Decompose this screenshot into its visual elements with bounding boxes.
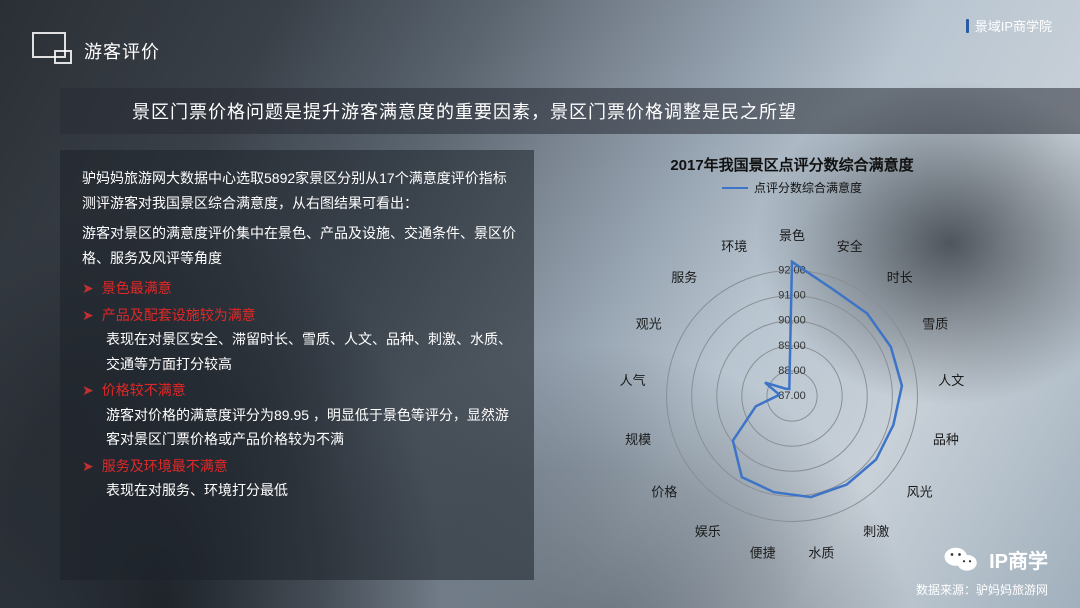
svg-text:服务: 服务: [671, 270, 697, 285]
svg-text:景色: 景色: [779, 228, 805, 243]
bullet-title: 景色最满意: [102, 276, 172, 301]
wechat-icon: [943, 544, 979, 574]
radar-chart: 92.0091.0090.0089.0088.0087.00景色安全时长雪质人文…: [577, 196, 1007, 576]
chart-legend: 点评分数综合满意度: [722, 179, 862, 196]
lead-text: 游客对景区的满意度评价集中在景色、产品及设施、交通条件、景区价格、服务及风评等角…: [82, 221, 516, 270]
chevron-icon: ➤: [82, 276, 94, 301]
section-title: 游客评价: [84, 38, 160, 64]
svg-text:时长: 时长: [887, 270, 913, 285]
legend-label: 点评分数综合满意度: [754, 179, 862, 196]
chart-title: 2017年我国景区点评分数综合满意度: [670, 154, 913, 175]
headline-text: 景区门票价格问题是提升游客满意度的重要因素，景区门票价格调整是民之所望: [132, 98, 797, 124]
bullet-point: ➤ 服务及环境最不满意: [82, 454, 516, 479]
svg-text:环境: 环境: [721, 239, 747, 254]
svg-text:雪质: 雪质: [922, 317, 948, 332]
bullet-subtext: 表现在对景区安全、滞留时长、雪质、人文、品种、刺激、水质、交通等方面打分较高: [82, 327, 516, 376]
svg-text:规模: 规模: [625, 432, 651, 447]
corner-decoration: [32, 32, 72, 72]
chevron-icon: ➤: [82, 454, 94, 479]
bullet-subtext: 表现在对服务、环境打分最低: [82, 478, 516, 503]
svg-text:人气: 人气: [620, 373, 646, 388]
data-source: 数据来源：驴妈妈旅游网: [916, 581, 1048, 598]
legend-line-icon: [722, 187, 748, 189]
svg-text:品种: 品种: [933, 432, 959, 447]
svg-text:刺激: 刺激: [863, 524, 889, 539]
chevron-icon: ➤: [82, 303, 94, 328]
svg-text:87.00: 87.00: [778, 390, 806, 402]
brand-bottom-right: IP商学: [943, 544, 1048, 574]
brand-top-right: 景域IP商学院: [966, 16, 1052, 35]
analysis-text-card: 驴妈妈旅游网大数据中心选取5892家景区分别从17个满意度评价指标测评游客对我国…: [60, 150, 534, 580]
svg-text:便捷: 便捷: [750, 545, 776, 560]
bullet-title: 产品及配套设施较为满意: [102, 303, 256, 328]
brand-top-right-text: 景域IP商学院: [975, 16, 1052, 35]
svg-text:安全: 安全: [837, 239, 863, 254]
svg-text:娱乐: 娱乐: [695, 524, 721, 539]
svg-text:88.00: 88.00: [778, 365, 806, 377]
chevron-icon: ➤: [82, 378, 94, 403]
intro-text: 驴妈妈旅游网大数据中心选取5892家景区分别从17个满意度评价指标测评游客对我国…: [82, 166, 516, 215]
svg-text:89.00: 89.00: [778, 340, 806, 352]
radar-chart-panel: 2017年我国景区点评分数综合满意度 点评分数综合满意度 92.0091.009…: [534, 150, 1050, 580]
bullet-point: ➤ 景色最满意: [82, 276, 516, 301]
svg-text:观光: 观光: [636, 317, 662, 332]
bullet-subtext: 游客对价格的满意度评分为89.95 ，明显低于景色等评分，显然游客对景区门票价格…: [82, 403, 516, 452]
svg-text:价格: 价格: [651, 484, 677, 499]
bullet-point: ➤ 价格较不满意: [82, 378, 516, 403]
bullet-title: 服务及环境最不满意: [102, 454, 228, 479]
brand-name: IP商学: [989, 545, 1048, 574]
headline-banner: 景区门票价格问题是提升游客满意度的重要因素，景区门票价格调整是民之所望: [60, 88, 1080, 134]
svg-text:人文: 人文: [938, 373, 964, 388]
bullet-title: 价格较不满意: [102, 378, 186, 403]
svg-text:水质: 水质: [808, 545, 834, 560]
bullet-point: ➤ 产品及配套设施较为满意: [82, 303, 516, 328]
svg-text:风光: 风光: [907, 484, 933, 499]
